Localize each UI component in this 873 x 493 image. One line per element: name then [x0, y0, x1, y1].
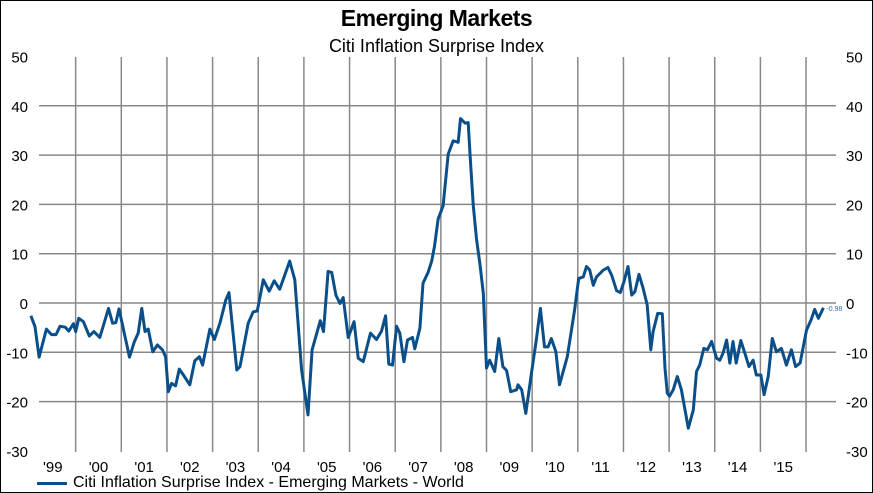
x-tick-label: '01: [134, 459, 154, 476]
y-tick-right: 30: [846, 148, 863, 165]
x-tick-label: '11: [591, 459, 609, 476]
x-tick-label: '13: [682, 459, 702, 476]
y-tick-right: 10: [846, 247, 863, 264]
x-tick-label: '03: [226, 459, 246, 476]
x-tick-label: '07: [408, 459, 428, 476]
x-tick-label: '10: [545, 459, 565, 476]
y-tick-left: 10: [11, 247, 28, 264]
y-tick-left: -10: [6, 345, 28, 362]
series-line: [29, 117, 825, 430]
legend: Citi Inflation Surprise Index - Emerging…: [37, 474, 464, 492]
y-tick-left: 30: [11, 148, 28, 165]
x-tick-label: '15: [773, 459, 793, 476]
y-tick-left: 50: [11, 50, 28, 67]
y-tick-right: 40: [846, 99, 863, 116]
x-tick-label: '04: [271, 459, 291, 476]
y-tick-left: -20: [6, 395, 28, 412]
y-tick-left: 20: [11, 197, 28, 214]
y-tick-left: 40: [11, 99, 28, 116]
y-tick-right: -20: [846, 395, 868, 412]
x-tick-label: '05: [317, 459, 337, 476]
x-tick-label: '06: [363, 459, 383, 476]
y-tick-right: 20: [846, 197, 863, 214]
x-tick-label: '14: [728, 459, 748, 476]
chart-title: Emerging Markets: [340, 5, 533, 31]
x-tick-label: '00: [89, 459, 109, 476]
legend-swatch: [37, 481, 67, 485]
legend-label: Citi Inflation Surprise Index - Emerging…: [73, 474, 464, 491]
y-tick-right: -10: [846, 345, 868, 362]
y-tick-left: -30: [6, 444, 28, 461]
last-value-label: -0.98: [826, 306, 842, 313]
y-tick-right: 50: [846, 50, 863, 67]
y-tick-right: -30: [846, 444, 868, 461]
y-tick-left: 0: [20, 296, 28, 313]
y-tick-right: 0: [846, 296, 854, 313]
x-tick-label: '08: [454, 459, 474, 476]
x-tick-label: '09: [500, 459, 520, 476]
x-tick-label: '02: [180, 459, 200, 476]
x-tick-label: '12: [636, 459, 656, 476]
chart-subtitle: Citi Inflation Surprise Index: [328, 36, 545, 56]
x-tick-label: '99: [43, 459, 63, 476]
